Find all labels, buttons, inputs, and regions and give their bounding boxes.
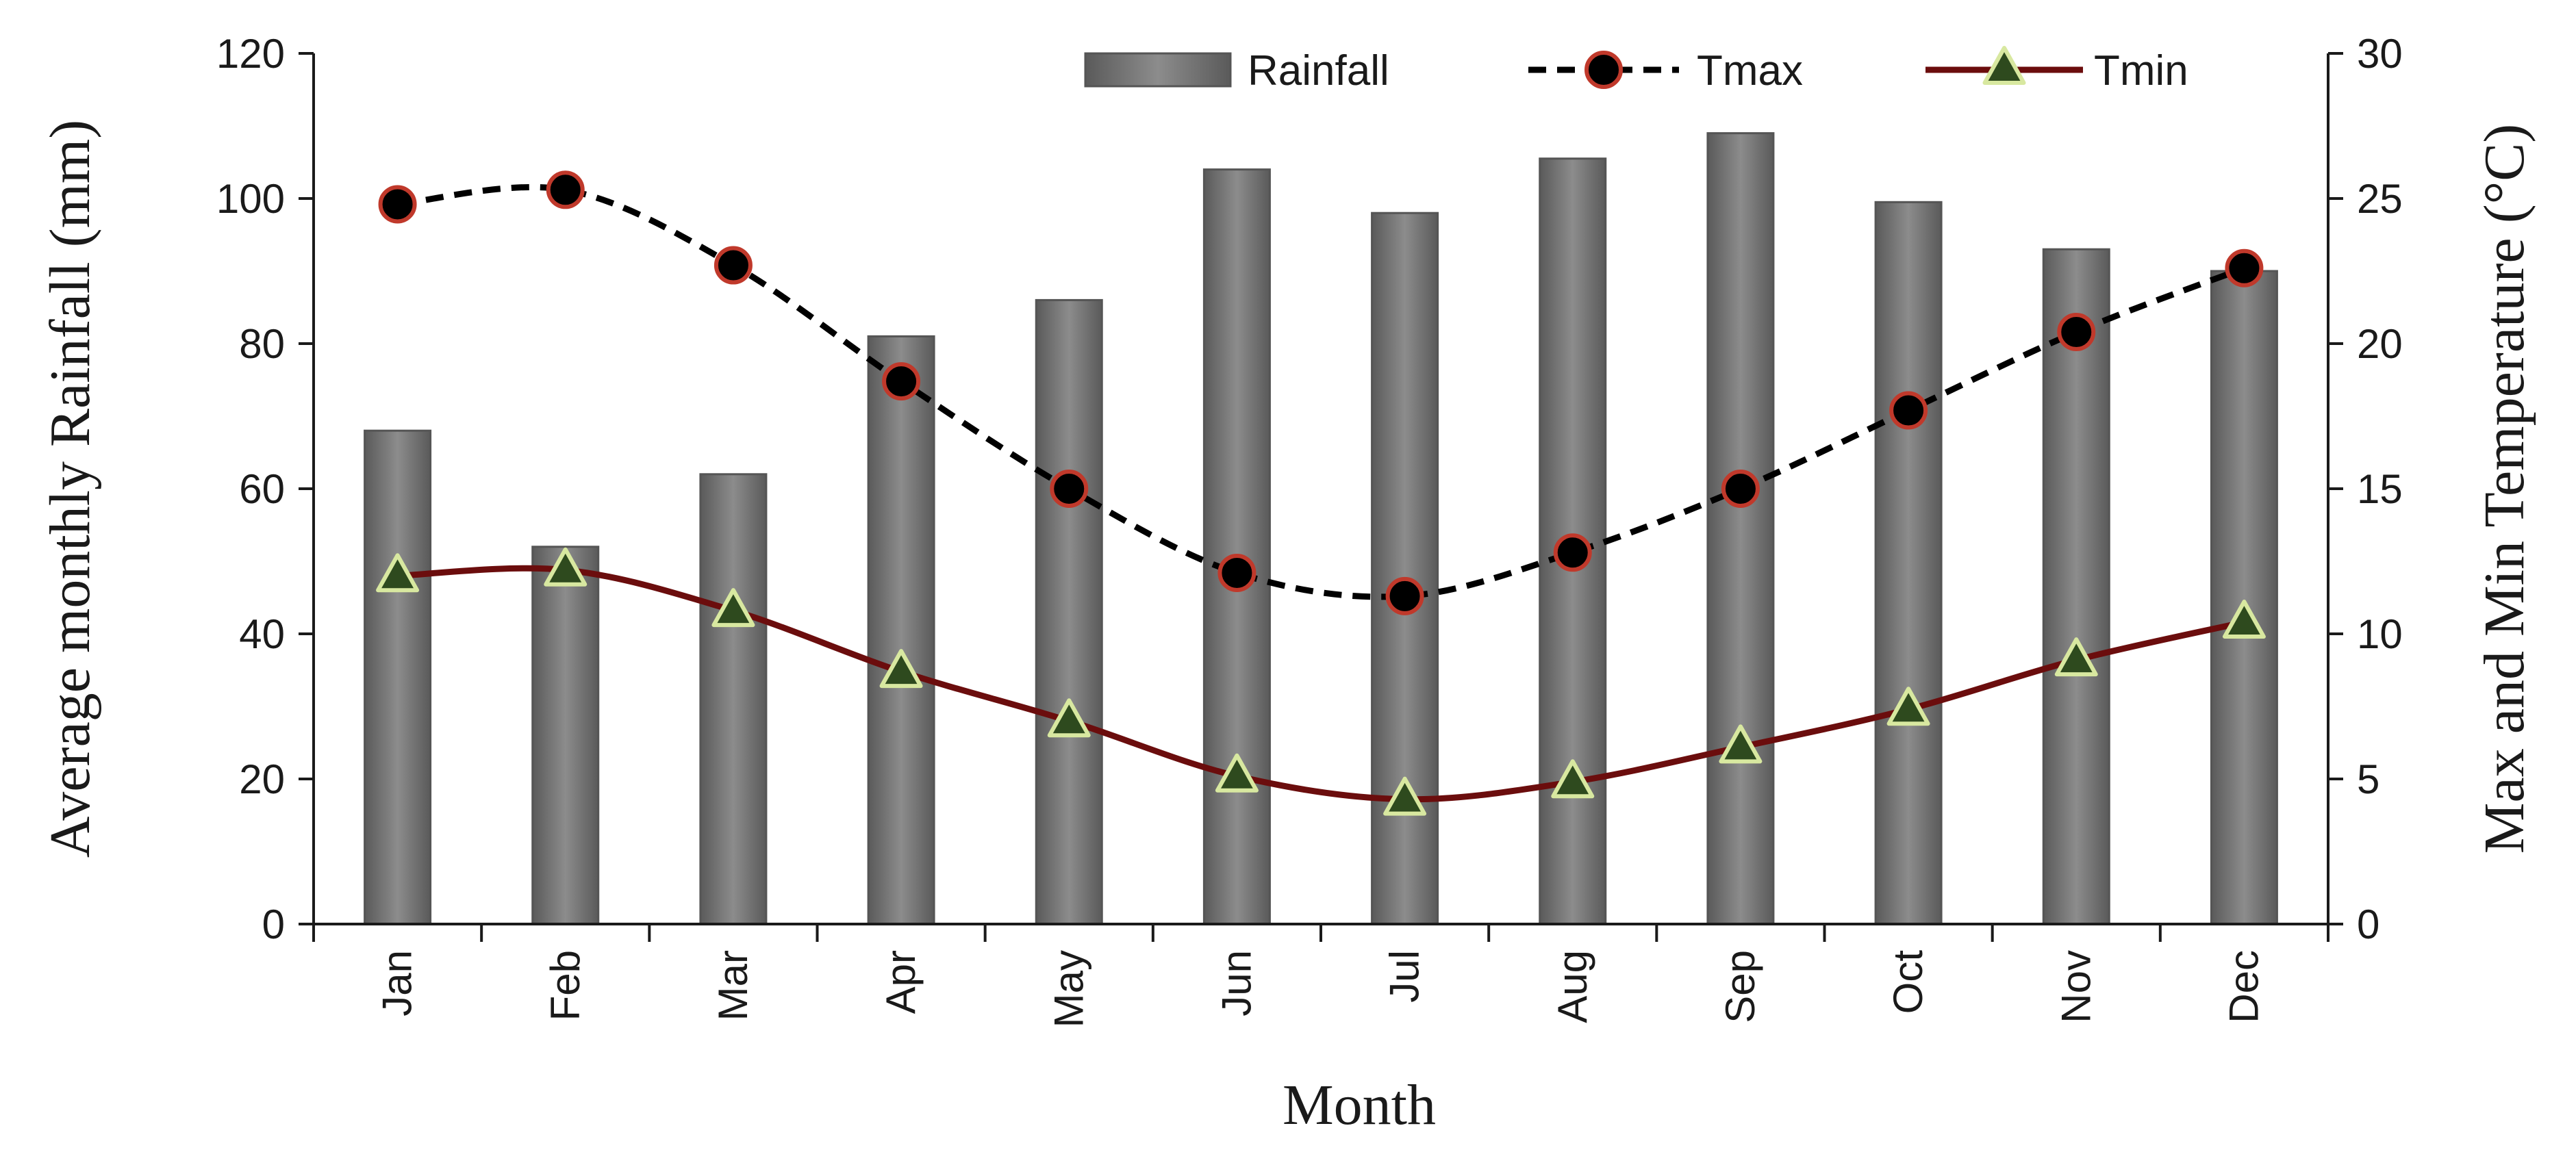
left-tick-label: 20 [239,756,285,802]
tmax-point-mar [714,246,753,285]
rainfall-bar-mar [699,473,768,925]
tmin-point-nov [2054,637,2098,677]
tmax-point-may [1050,470,1089,508]
x-axis-label: Month [1283,1073,1436,1137]
left-axis-label: Average monthly Rainfall (mm) [38,120,102,858]
tmax-point-oct [1889,391,1928,430]
tmin-point-jun [1215,753,1259,793]
rainfall-bar-feb [531,546,600,925]
tmin-point-apr [879,649,923,689]
right-tick-label: 30 [2357,31,2403,77]
right-tick-label: 10 [2357,611,2403,657]
tmax-point-apr [882,362,921,401]
tmin-point-dec [2222,600,2266,639]
tmax-point-nov [2057,313,2096,352]
temperature-markers [376,170,2266,816]
rainfall-bar-jul [1371,212,1439,925]
x-tick-label-jul: Jul [1382,950,1428,1003]
right-axis-label: Max and Min Temperature (°C) [2473,124,2536,854]
left-tick-label: 40 [239,611,285,657]
x-tick-label-feb: Feb [542,950,588,1021]
tmin-point-jan [376,553,420,593]
tmin-point-may [1047,698,1091,738]
legend-rainfall-swatch [1084,52,1232,88]
tmin-point-oct [1886,687,1930,726]
x-tick-label-dec: Dec [2221,950,2266,1023]
legend-tmin-marker [1982,46,2026,85]
x-tick-label-aug: Aug [1550,950,1595,1023]
right-tick-label: 0 [2357,901,2379,947]
tmin-point-aug [1551,759,1595,799]
legend-tmax-label: Tmax [1697,47,1803,94]
tmin-point-sep [1719,724,1763,764]
rainfall-bar-jun [1202,168,1271,925]
tmax-point-sep [1721,470,1760,508]
x-tick-label-mar: Mar [710,950,756,1021]
rainfall-bar-jan [364,429,432,925]
x-tick-label-apr: Apr [878,950,924,1014]
tmin-series-line [397,565,2245,803]
right-axis-ticks: 0 5 10 15 20 25 30 [2328,31,2403,947]
tmax-point-jul [1385,576,1424,615]
rainfall-bar-may [1035,298,1103,925]
right-tick-label: 20 [2357,321,2403,367]
temperature-lines [397,183,2246,803]
left-tick-label: 80 [239,321,285,367]
rainfall-bars [364,132,2278,925]
right-tick-label: 5 [2357,756,2379,802]
x-tick-label-jun: Jun [1213,950,1259,1016]
left-tick-label: 120 [216,31,285,77]
tmax-point-jun [1217,553,1257,592]
left-tick-label: 0 [262,901,285,947]
x-tick-label-jan: Jan [375,950,420,1016]
legend-tmin-label: Tmin [2094,47,2188,94]
tmax-point-jan [378,185,417,224]
left-tick-label: 60 [239,466,285,512]
tmin-point-feb [544,547,588,587]
rainfall-bar-sep [1706,132,1775,925]
tmax-point-feb [546,170,585,209]
tmax-point-dec [2225,248,2264,287]
left-tick-label: 100 [216,176,285,222]
x-tick-label-oct: Oct [1885,950,1931,1014]
rainfall-bar-dec [2210,270,2278,925]
tmax-series-line [397,183,2246,600]
legend-rainfall-label: Rainfall [1248,47,1389,94]
rainfall-bar-oct [1874,201,1943,925]
tmin-point-mar [711,588,755,628]
left-axis-ticks: 0 20 40 60 80 100 120 [216,31,314,947]
legend-tmax-marker [1584,51,1623,89]
rainfall-bar-apr [867,335,935,925]
x-tick-label-may: May [1046,950,1091,1027]
x-axis-ticks: Jan Feb Mar Apr May Jun Jul Aug Sep Oct Nov Dec [312,924,2329,1027]
right-tick-label: 15 [2357,466,2403,512]
right-tick-label: 25 [2357,176,2403,222]
x-tick-label-nov: Nov [2053,950,2099,1023]
rainfall-bar-nov [2042,248,2110,925]
legend: Rainfall Tmax Tmin [1084,46,2188,94]
tmin-point-jul [1383,776,1427,816]
tmax-point-aug [1553,533,1592,572]
x-tick-label-sep: Sep [1717,950,1763,1023]
